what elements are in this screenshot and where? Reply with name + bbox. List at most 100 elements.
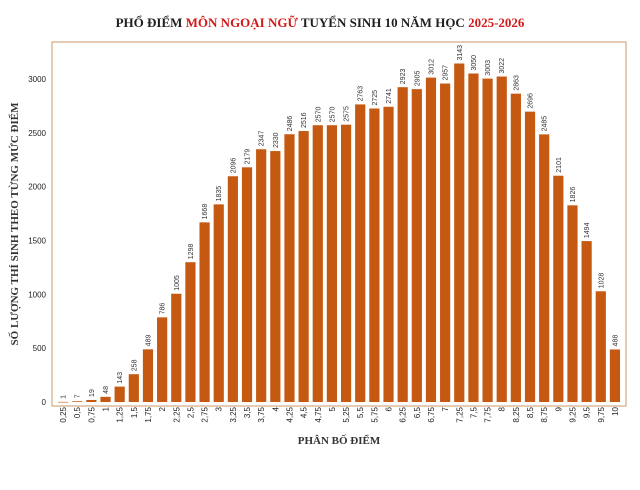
y-tick-label: 1000 [28,290,46,299]
y-axis-title: SỐ LƯỢNG THÍ SINH THEO TỪNG MỨC ĐIỂM [8,102,21,346]
bar [340,124,352,403]
bar [454,63,465,402]
x-tick-label: 7,25 [455,406,464,422]
data-label: 488 [612,335,619,347]
x-tick-label: 3,5 [243,406,252,418]
bar [86,399,97,402]
bar [213,204,224,402]
data-label: 3022 [499,58,506,74]
x-tick-label: 9,75 [597,406,606,422]
data-label: 7 [75,394,82,398]
bar [425,77,437,403]
data-label: 2741 [386,88,393,104]
bar [524,111,536,402]
bar [510,93,521,403]
x-tick-label: 8,5 [526,406,535,418]
data-label: 2575 [344,106,351,122]
bar [298,131,309,402]
bar [411,89,422,402]
x-tick-label: 3,75 [257,406,266,422]
data-label: 2330 [273,132,280,148]
data-label: 2905 [414,70,421,86]
x-tick-label: 6,5 [413,406,422,418]
data-label: 48 [103,386,110,394]
x-tick-label: 0,25 [59,406,68,422]
data-label: 1826 [570,187,577,203]
data-label: 1494 [584,222,591,238]
bar [397,87,408,402]
bar [284,134,295,402]
data-label: 2957 [443,65,450,81]
data-label: 3012 [428,59,435,75]
data-label: 1005 [174,275,181,291]
data-label: 2516 [301,112,308,128]
data-label: 258 [131,359,138,371]
x-tick-label: 7 [441,406,450,411]
data-label: 2923 [400,69,407,85]
x-tick-label: 6 [385,406,394,411]
data-label: 3143 [457,45,464,61]
bar [468,73,479,402]
bar [496,76,507,402]
data-label: 1835 [216,186,223,202]
x-tick-label: 1,25 [116,406,125,422]
x-tick-label: 5,25 [342,406,351,422]
x-tick-label: 7,5 [469,406,478,418]
bar [482,78,493,402]
x-tick-label: 9,5 [583,406,592,418]
y-tick-label: 2000 [28,183,46,192]
x-tick-label: 1,75 [144,406,153,422]
data-label: 2763 [358,86,365,102]
y-tick-label: 500 [33,344,47,353]
x-tick-label: 9 [554,406,563,411]
bar [539,134,550,402]
chart-title-part: PHỔ ĐIỂM [116,15,186,30]
x-tick-label: 6,25 [399,406,408,422]
data-labels: 1 7 19 48 143 258 489 786 1005 1298 1668 1835 2096 21… [61,45,620,399]
bar [595,291,606,402]
data-label: 1 [61,395,68,399]
x-tick-label: 9,25 [568,406,577,422]
x-tick-label: 2,5 [186,406,195,418]
data-label: 2101 [556,157,563,173]
bar [241,167,253,402]
y-tick-label: 0 [42,398,47,407]
plot-frame [51,41,627,407]
y-axis-ticks: 0 500 1000 1500 2000 2500 3000 [28,75,46,407]
x-tick-label: 5,5 [356,406,365,418]
x-tick-label: 1 [102,406,111,411]
bar [114,386,125,402]
x-tick-label: 6,75 [427,406,436,422]
bar [581,241,592,402]
bar [553,175,564,402]
x-tick-label: 4,5 [300,406,309,418]
x-tick-label: 1,5 [130,406,139,418]
x-axis-ticks: 0,25 0,5 0,75 1 1,25 1,5 1,75 2 2,25 2,5 2,75 3 3,25… [59,406,620,422]
bar [369,108,380,403]
bar [270,151,281,402]
data-label: 2696 [528,93,535,109]
data-label: 2863 [513,75,520,91]
bar [157,317,168,402]
x-tick-label: 5 [328,406,337,411]
data-label: 1298 [188,244,195,260]
data-label: 3050 [471,55,478,71]
x-tick-label: 3 [215,406,224,411]
data-label: 2570 [315,107,322,123]
x-tick-label: 2,75 [201,406,210,422]
chart-title-part: TUYỂN SINH 10 NĂM HỌC [298,15,468,30]
y-tick-label: 2500 [28,129,46,138]
bar [326,125,338,403]
data-label: 1668 [202,204,209,220]
bar [100,396,111,402]
x-tick-label: 2,25 [172,406,181,422]
x-tick-label: 8 [498,406,507,411]
data-label: 489 [145,335,152,347]
y-tick-label: 1500 [28,236,46,245]
x-tick-label: 8,25 [512,406,521,422]
x-tick-label: 2 [158,406,167,411]
bar [128,374,139,402]
bar [72,401,83,402]
bar [567,205,578,402]
